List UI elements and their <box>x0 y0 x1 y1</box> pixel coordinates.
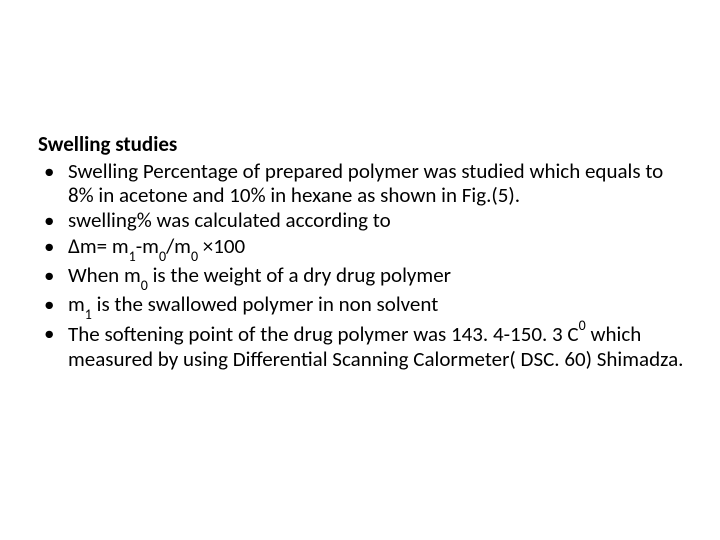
bullet-item-5: m1 is the swallowed polymer in non solve… <box>38 292 690 320</box>
text: ×100 <box>198 233 245 259</box>
text: When m <box>68 262 141 288</box>
superscript: 0 <box>579 317 586 334</box>
text: m <box>68 291 85 317</box>
bullet-item-2: swelling% was calculated according to <box>38 208 690 232</box>
bullet-list: Swelling Percentage of prepared polymer … <box>38 159 690 371</box>
bullet-item-4: When m0 is the weight of a dry drug poly… <box>38 263 690 291</box>
content-block: Swelling studies Swelling Percentage of … <box>38 132 690 372</box>
slide: Swelling studies Swelling Percentage of … <box>0 0 720 540</box>
bullet-item-3: ∆m= m1-m0/m0 ×100 <box>38 234 690 262</box>
text: The softening point of the drug polymer … <box>68 321 579 347</box>
text: /m <box>166 233 191 259</box>
bullet-item-1: Swelling Percentage of prepared polymer … <box>38 159 690 207</box>
text: ∆m= m <box>68 233 129 259</box>
slide-title: Swelling studies <box>38 132 690 157</box>
text: is the swallowed polymer in non solvent <box>92 291 438 317</box>
text: is the weight of a dry drug polymer <box>148 262 451 288</box>
bullet-item-6: The softening point of the drug polymer … <box>38 321 690 370</box>
text: -m <box>136 233 159 259</box>
